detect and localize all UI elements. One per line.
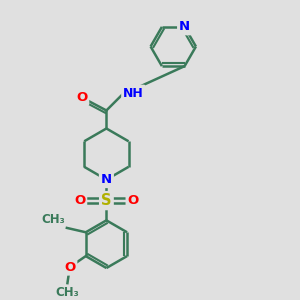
Text: NH: NH — [123, 86, 144, 100]
Text: N: N — [179, 20, 190, 33]
Text: O: O — [64, 261, 75, 274]
Text: O: O — [74, 194, 85, 207]
Text: CH₃: CH₃ — [56, 286, 79, 299]
Text: CH₃: CH₃ — [42, 214, 65, 226]
Text: S: S — [101, 193, 112, 208]
Text: N: N — [101, 173, 112, 186]
Text: O: O — [76, 91, 87, 104]
Text: O: O — [128, 194, 139, 207]
